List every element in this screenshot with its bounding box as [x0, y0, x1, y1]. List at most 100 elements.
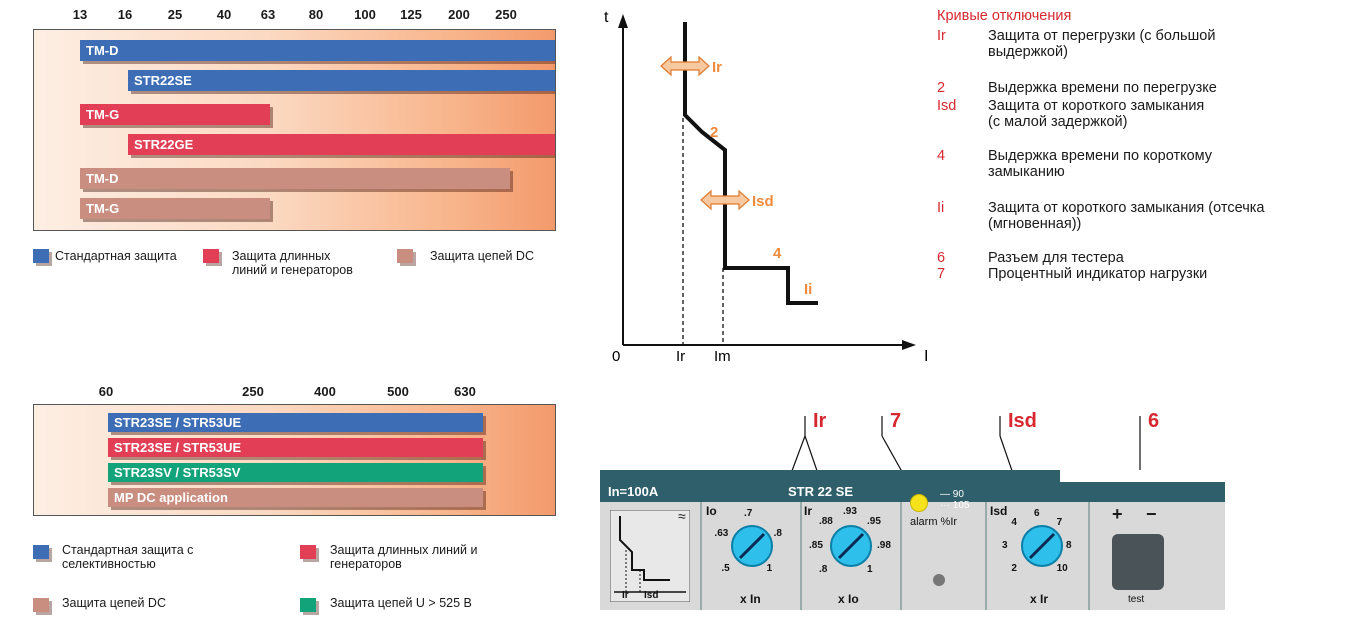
chart1-bar: TM-D: [80, 168, 510, 189]
legend-desc: Процентный индикатор нагрузки: [988, 266, 1208, 282]
dial-value: .63: [714, 527, 729, 539]
dial-value: 2: [1011, 562, 1017, 574]
i-axis-arrow: [902, 340, 916, 350]
chart1-tick-label: 40: [216, 7, 232, 22]
minus-label: −: [1146, 504, 1157, 524]
dial-io-unit: x In: [740, 592, 761, 606]
t-axis-arrow: [618, 14, 628, 28]
legend-desc: Разъем для тестера: [988, 250, 1124, 266]
dial-value: 1: [766, 562, 773, 574]
callout-ir: Ir: [813, 410, 827, 432]
callout-7: 7: [890, 410, 902, 432]
chart1-tick-label: 80: [308, 7, 324, 22]
chart1-tick-label: 100: [354, 7, 376, 22]
legend-code: Isd: [937, 98, 957, 114]
rating-label: In=100A: [608, 484, 659, 499]
chart1-tick-label: 63: [260, 7, 276, 22]
dial-value: .7: [744, 508, 753, 519]
dial-value: .8: [773, 527, 782, 539]
dial-value: 1: [867, 564, 873, 576]
mini-curve-ir: Ir: [622, 590, 629, 601]
legend-desc: Выдержка времени по перегрузке: [988, 80, 1217, 96]
chart2-tick-label: 400: [314, 384, 336, 399]
legend-title: Кривые отключения: [937, 8, 1072, 24]
dial-value: 8: [1066, 540, 1072, 551]
chart1-tick-label: 125: [400, 7, 422, 22]
im-axis-label: Im: [714, 348, 731, 365]
chart2-tick-label: 500: [387, 384, 409, 399]
legend-code: Ir: [937, 28, 946, 44]
legend-swatch: [33, 545, 49, 559]
curve-label-2: 2: [710, 124, 718, 141]
origin-label: 0: [612, 348, 620, 365]
chart1-bar: TM-D: [80, 40, 555, 61]
dial-ir[interactable]: [829, 524, 873, 568]
chart2-plot: STR23SE / STR53UE STR23SE / STR53UE STR23S…: [33, 404, 556, 516]
chart2: 60 250 400 500 630 STR23SE / STR53UE STR23SE …: [0, 380, 560, 624]
legend-swatch: [300, 545, 316, 559]
alarm-led: [910, 494, 928, 512]
chart2-bar: STR23SE / STR53UE: [108, 413, 483, 432]
trip-curve: [683, 22, 818, 305]
chart2-tick-label: 250: [242, 384, 264, 399]
test-label: test: [1128, 594, 1145, 605]
dial-value: .8: [818, 564, 828, 576]
dial-isd-unit: x Ir: [1030, 592, 1049, 606]
chart2-bar: STR23SV / STR53SV: [108, 463, 483, 482]
dial-io[interactable]: [730, 524, 774, 568]
chart1-tick-label: 16: [117, 7, 133, 22]
dial-value: 6: [1034, 508, 1040, 519]
curve-label-isd: Isd: [752, 193, 774, 210]
chart1-tick-label: 25: [167, 7, 183, 22]
legend-code: Ii: [937, 200, 945, 216]
plus-label: +: [1112, 504, 1123, 524]
legend-swatch: [33, 598, 49, 612]
dial-io-title: Io: [706, 504, 717, 518]
legend-text: Стандартная защита с селективностью: [62, 543, 194, 571]
legend-code: 7: [937, 266, 946, 282]
chart1-bar: STR22GE: [128, 134, 555, 155]
legend-desc: Защита от короткого замыкания (отсечка (…: [988, 200, 1265, 232]
legend-code: 2: [937, 80, 946, 96]
chart2-tick-label: 60: [98, 384, 114, 399]
waveform-icon: ≈: [678, 508, 686, 524]
dial-value: .5: [721, 562, 730, 574]
legend-desc: Защита от короткого замыкания (с малой з…: [988, 98, 1205, 130]
led-105-label: ··· 105: [940, 500, 970, 511]
chart2-bar: STR23SE / STR53UE: [108, 438, 483, 457]
ir-adjust-arrow: [660, 55, 710, 77]
i-axis-label: I: [924, 348, 928, 365]
led-90-label: — 90: [940, 489, 964, 500]
led-105-value: 105: [952, 500, 970, 511]
screw-icon: [933, 574, 945, 586]
chart1-tick-label: 200: [448, 7, 470, 22]
legend-text: Защита длинных линий и генераторов: [232, 249, 353, 277]
dial-isd-title: Isd: [990, 504, 1008, 518]
chart1-bar: STR22SE: [128, 70, 555, 91]
callout-isd: Isd: [1008, 410, 1037, 432]
mini-trip-curve: [610, 510, 690, 602]
chart1: 13 16 25 40 63 80 100 125 200 250 TM-D STR22SE TM-G…: [0, 0, 560, 290]
dial-value: .98: [877, 540, 891, 551]
dial-isd[interactable]: [1020, 524, 1064, 568]
dial-value: 10: [1056, 562, 1068, 574]
legend-swatch: [300, 598, 316, 612]
legend-code: 6: [937, 250, 946, 266]
chart1-bar: TM-G: [80, 198, 270, 219]
chart1-bar: TM-G: [80, 104, 270, 125]
dial-value: .85: [809, 540, 823, 551]
curve-label-4: 4: [773, 245, 782, 262]
chart1-tick-label: 13: [72, 7, 88, 22]
test-socket[interactable]: [1112, 534, 1164, 590]
legend-desc: Защита от перегрузки (с большой выдержко…: [988, 28, 1216, 60]
dial-value: 7: [1056, 517, 1063, 529]
curve-label-ir: Ir: [712, 59, 722, 76]
legend-swatch: [33, 249, 49, 263]
dial-value: .93: [843, 506, 857, 517]
chart1-plot: TM-D STR22SE TM-G STR22GE TM-D TM-G: [33, 29, 556, 231]
chart2-tick-label: 630: [454, 384, 476, 399]
chart2-bar: MP DC application: [108, 488, 483, 507]
model-label: STR 22 SE: [788, 484, 854, 499]
dial-value: 3: [1002, 540, 1008, 551]
dial-ir-title: Ir: [804, 504, 813, 518]
